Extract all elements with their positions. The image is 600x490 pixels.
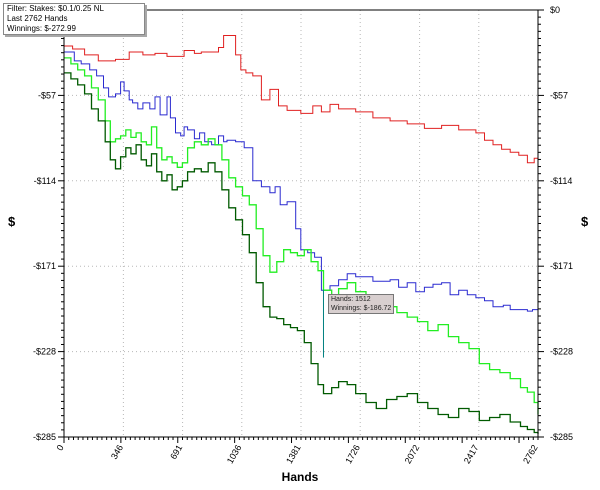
x-tick-label: 2072	[403, 443, 422, 465]
x-tick-label: 1726	[343, 443, 362, 465]
tooltip-hands-text: Hands: 1512	[331, 296, 371, 303]
y-axis-label-left: $	[8, 214, 16, 229]
y-axis-label-right: $	[581, 214, 589, 229]
y-tick-label-left: -$57	[38, 90, 56, 100]
series-layer	[64, 35, 539, 434]
filter-hands-text: Last 2762 Hands	[7, 14, 68, 23]
y-tick-label-right: $0	[550, 5, 560, 15]
axis-layer: 0 346 691 1036 1381 1726 2072 2417 2762 -$57 -$114…	[33, 5, 573, 465]
x-tick-label: 346	[109, 443, 125, 461]
x-tick-label: 2762	[521, 443, 540, 465]
x-tick-label: 1381	[284, 443, 303, 465]
filter-stakes-text: Filter: Stakes: $0.1/0.25 NL	[7, 4, 104, 13]
x-tick-label: 691	[168, 443, 184, 461]
series-line-red	[64, 35, 539, 164]
x-tick-label: 2417	[462, 443, 481, 465]
filter-winnings-text: Winnings: $-272.99	[7, 24, 76, 33]
x-axis-label: Hands	[281, 470, 319, 484]
y-tick-label-right: -$228	[550, 347, 573, 357]
filter-info-box: Filter: Stakes: $0.1/0.25 NL Last 2762 H…	[3, 3, 145, 35]
tooltip-winnings-text: Winnings: $-186.72	[331, 305, 392, 312]
y-tick-label-right: -$57	[550, 90, 568, 100]
series-line-blue	[64, 51, 539, 333]
series-line-bright-green	[64, 57, 539, 415]
y-tick-label-right: -$285	[550, 432, 573, 442]
y-tick-label-right: -$114	[550, 176, 572, 186]
x-tick-label: 1036	[225, 443, 244, 465]
y-tick-label-left: -$228	[33, 347, 56, 357]
series-line-dark-green	[64, 72, 539, 434]
grid-layer	[64, 10, 538, 437]
hover-tooltip: Hands: 1512 Winnings: $-186.72	[328, 294, 394, 314]
y-tick-label-left: -$114	[34, 176, 56, 186]
y-tick-label-left: -$285	[33, 432, 56, 442]
x-tick-label: 0	[55, 443, 66, 452]
y-tick-label-right: -$171	[550, 261, 573, 271]
y-tick-label-left: -$171	[33, 261, 56, 271]
